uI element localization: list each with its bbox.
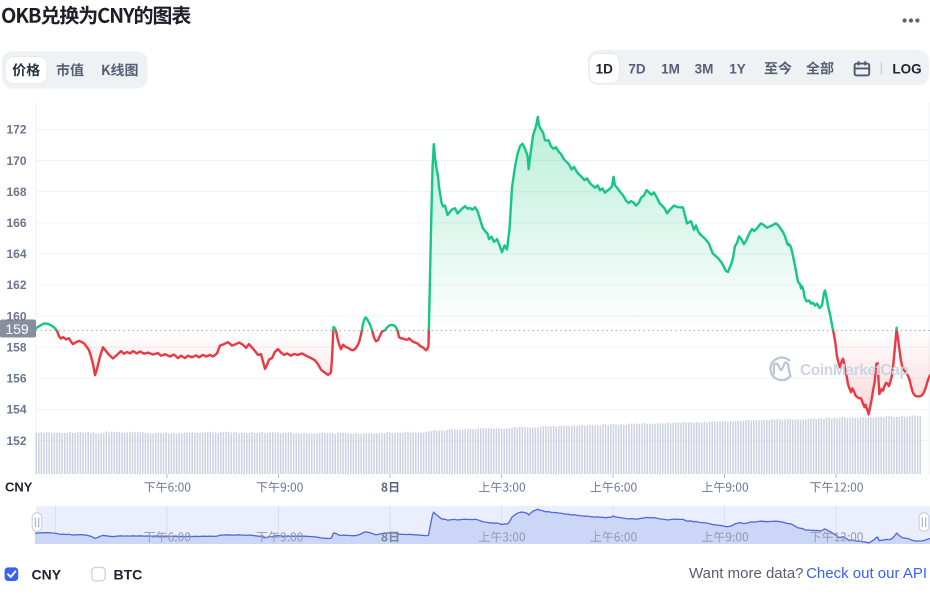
svg-text:164: 164 — [6, 247, 26, 261]
svg-text:3M: 3M — [695, 61, 714, 76]
svg-text:1Y: 1Y — [729, 61, 746, 76]
svg-text:BTC: BTC — [114, 566, 143, 582]
svg-text:162: 162 — [6, 278, 26, 292]
svg-text:159: 159 — [5, 321, 29, 337]
svg-text:CoinMarketCap: CoinMarketCap — [800, 362, 909, 379]
svg-text:1M: 1M — [661, 61, 680, 76]
svg-text:156: 156 — [6, 372, 26, 386]
svg-text:Want more data?: Want more data? — [689, 565, 804, 582]
svg-text:CNY: CNY — [32, 566, 62, 582]
svg-text:152: 152 — [6, 434, 26, 448]
svg-text:Check out our API: Check out our API — [806, 565, 927, 582]
svg-text:158: 158 — [6, 341, 26, 355]
svg-text:160: 160 — [6, 309, 26, 323]
svg-text:172: 172 — [6, 123, 26, 137]
svg-text:LOG: LOG — [892, 61, 921, 76]
svg-text:1D: 1D — [596, 61, 614, 76]
svg-text:CNY: CNY — [5, 480, 33, 495]
svg-text:168: 168 — [6, 185, 26, 199]
svg-text:7D: 7D — [628, 61, 646, 76]
svg-text:170: 170 — [6, 154, 26, 168]
svg-text:154: 154 — [6, 403, 26, 417]
svg-text:166: 166 — [6, 216, 26, 230]
